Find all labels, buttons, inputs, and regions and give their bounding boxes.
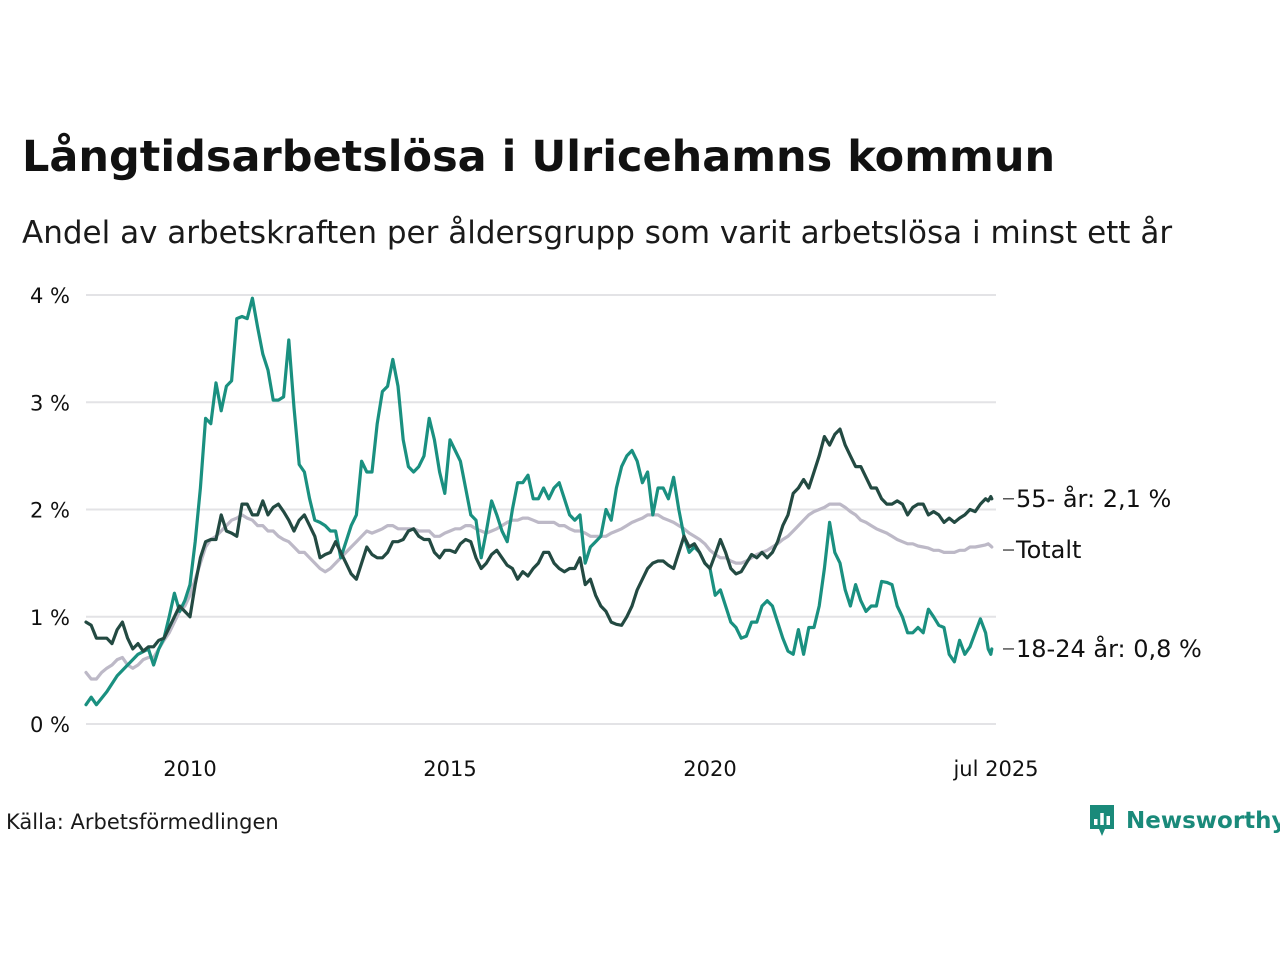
- x-tick-label: 2010: [163, 757, 216, 781]
- y-tick-label: 0 %: [30, 713, 70, 737]
- newsworthy-logo: Newsworthy: [1088, 803, 1280, 839]
- end-label-total: Totalt: [1015, 536, 1081, 564]
- logo-text: Newsworthy: [1126, 808, 1280, 834]
- chart-subtitle: Andel av arbetskraften per åldersgrupp s…: [22, 215, 1173, 251]
- x-tick-label: 2015: [423, 757, 476, 781]
- chart-title: Långtidsarbetslösa i Ulricehamns kommun: [22, 132, 1056, 182]
- y-tick-label: 1 %: [30, 606, 70, 630]
- x-axis-ticks: 2010 2015 2020 jul 2025: [163, 757, 1038, 781]
- end-label-senior: 55- år: 2,1 %: [1016, 484, 1171, 513]
- y-tick-label: 4 %: [30, 284, 70, 308]
- source-note: Källa: Arbetsförmedlingen: [6, 810, 279, 834]
- x-tick-label: jul 2025: [952, 757, 1038, 781]
- y-tick-label: 3 %: [30, 391, 70, 415]
- gridlines: [86, 294, 996, 725]
- x-tick-label: 2020: [683, 757, 736, 781]
- y-axis-ticks: 0 % 1 % 2 % 3 % 4 %: [30, 284, 70, 737]
- end-labels: 18-24 år: 0,8 % 55- år: 2,1 % Totalt: [1003, 484, 1202, 663]
- series-lines: [84, 296, 994, 707]
- series-line-total: [84, 502, 994, 681]
- end-label-youth: 18-24 år: 0,8 %: [1016, 634, 1202, 663]
- y-tick-label: 2 %: [30, 499, 70, 523]
- series-line-youth: [84, 296, 994, 707]
- series-line-senior: [84, 427, 994, 653]
- bar-chart-speech-bubble-icon: [1090, 805, 1114, 836]
